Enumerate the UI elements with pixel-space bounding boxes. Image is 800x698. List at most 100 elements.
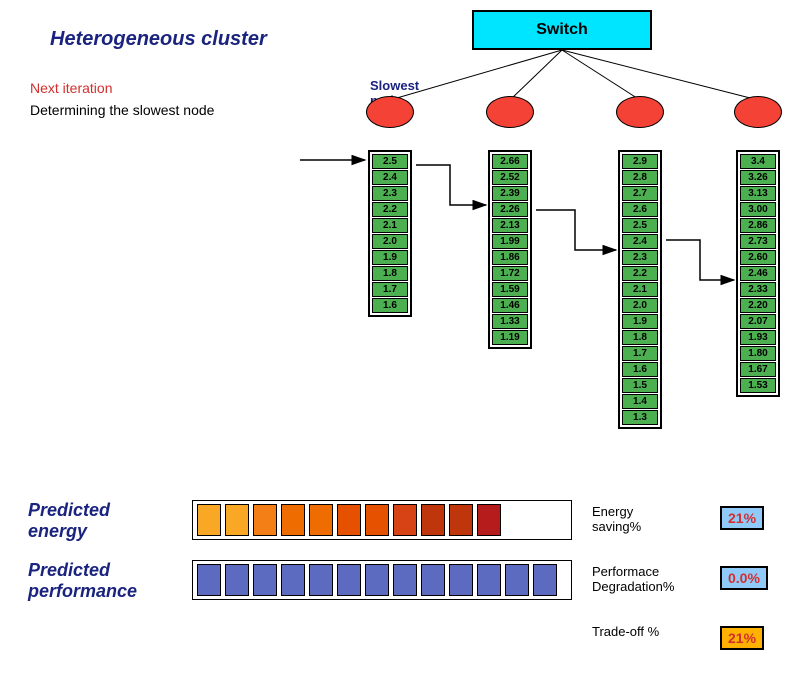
freq-cell: 2.7 — [622, 186, 658, 201]
freq-cell: 2.1 — [622, 282, 658, 297]
page-title: Heterogeneous cluster — [50, 28, 267, 51]
freq-cell: 2.07 — [740, 314, 776, 329]
freq-cell: 2.0 — [622, 298, 658, 313]
perf-segment — [253, 564, 277, 596]
freq-stack-0: 2.52.42.32.22.12.01.91.81.71.6 — [368, 150, 412, 317]
switch-label: Switch — [536, 21, 588, 39]
freq-cell: 1.72 — [492, 266, 528, 281]
freq-cell: 1.6 — [372, 298, 408, 313]
freq-cell: 3.26 — [740, 170, 776, 185]
freq-cell: 1.59 — [492, 282, 528, 297]
metric-label-2: Trade-off % — [592, 624, 659, 639]
freq-stack-3: 3.43.263.133.002.862.732.602.462.332.202… — [736, 150, 780, 397]
freq-cell: 2.5 — [372, 154, 408, 169]
metric-value-0: 21% — [720, 506, 764, 530]
metric-label-0: Energy saving% — [592, 504, 641, 534]
freq-cell: 2.5 — [622, 218, 658, 233]
perf-segment — [393, 564, 417, 596]
perf-segment — [505, 564, 529, 596]
freq-cell: 1.86 — [492, 250, 528, 265]
freq-cell: 1.3 — [622, 410, 658, 425]
perf-segment — [197, 564, 221, 596]
freq-cell: 1.93 — [740, 330, 776, 345]
perf-segment — [421, 564, 445, 596]
freq-stack-1: 2.662.522.392.262.131.991.861.721.591.46… — [488, 150, 532, 349]
freq-cell: 2.33 — [740, 282, 776, 297]
perf-segment — [309, 564, 333, 596]
freq-cell: 2.4 — [372, 170, 408, 185]
energy-segment — [309, 504, 333, 536]
freq-cell: 2.86 — [740, 218, 776, 233]
freq-cell: 1.33 — [492, 314, 528, 329]
freq-cell: 2.2 — [622, 266, 658, 281]
freq-cell: 2.3 — [622, 250, 658, 265]
freq-cell: 1.67 — [740, 362, 776, 377]
determining-label: Determining the slowest node — [30, 102, 214, 118]
node-circle-2 — [616, 96, 664, 128]
energy-segment — [253, 504, 277, 536]
perf-segment — [281, 564, 305, 596]
freq-cell: 1.99 — [492, 234, 528, 249]
freq-cell: 1.5 — [622, 378, 658, 393]
energy-segment — [393, 504, 417, 536]
freq-cell: 2.4 — [622, 234, 658, 249]
perf-segment — [533, 564, 557, 596]
freq-cell: 2.46 — [740, 266, 776, 281]
freq-cell: 1.7 — [622, 346, 658, 361]
freq-cell: 1.53 — [740, 378, 776, 393]
freq-cell: 2.52 — [492, 170, 528, 185]
metric-label-1: Performace Degradation% — [592, 564, 674, 594]
freq-cell: 1.9 — [622, 314, 658, 329]
freq-cell: 2.20 — [740, 298, 776, 313]
freq-cell: 1.8 — [622, 330, 658, 345]
freq-cell: 1.9 — [372, 250, 408, 265]
freq-cell: 2.9 — [622, 154, 658, 169]
perf-segment — [449, 564, 473, 596]
perf-segment — [337, 564, 361, 596]
freq-cell: 1.4 — [622, 394, 658, 409]
freq-cell: 3.4 — [740, 154, 776, 169]
energy-segment — [365, 504, 389, 536]
freq-cell: 2.26 — [492, 202, 528, 217]
freq-cell: 2.60 — [740, 250, 776, 265]
freq-stack-2: 2.92.82.72.62.52.42.32.22.12.01.91.81.71… — [618, 150, 662, 429]
predicted-energy-label: Predicted energy — [28, 500, 110, 542]
energy-segment — [225, 504, 249, 536]
freq-cell: 3.13 — [740, 186, 776, 201]
freq-cell: 2.39 — [492, 186, 528, 201]
freq-cell: 2.73 — [740, 234, 776, 249]
metric-value-2: 21% — [720, 626, 764, 650]
freq-cell: 1.7 — [372, 282, 408, 297]
perf-segment — [477, 564, 501, 596]
energy-segment — [449, 504, 473, 536]
freq-cell: 2.0 — [372, 234, 408, 249]
perf-segment — [365, 564, 389, 596]
energy-segment — [337, 504, 361, 536]
energy-segment — [421, 504, 445, 536]
energy-segment — [197, 504, 221, 536]
freq-cell: 3.00 — [740, 202, 776, 217]
freq-cell: 1.6 — [622, 362, 658, 377]
freq-cell: 2.6 — [622, 202, 658, 217]
freq-cell: 2.66 — [492, 154, 528, 169]
node-circle-1 — [486, 96, 534, 128]
perf-segment — [225, 564, 249, 596]
freq-cell: 2.2 — [372, 202, 408, 217]
freq-cell: 1.46 — [492, 298, 528, 313]
predicted-performance-bar — [192, 560, 572, 600]
energy-segment — [477, 504, 501, 536]
switch-box: Switch — [472, 10, 652, 50]
freq-cell: 1.80 — [740, 346, 776, 361]
freq-cell: 2.8 — [622, 170, 658, 185]
energy-segment — [281, 504, 305, 536]
freq-cell: 2.3 — [372, 186, 408, 201]
predicted-energy-bar — [192, 500, 572, 540]
freq-cell: 2.13 — [492, 218, 528, 233]
node-circle-3 — [734, 96, 782, 128]
metric-value-1: 0.0% — [720, 566, 768, 590]
node-circle-0 — [366, 96, 414, 128]
freq-cell: 2.1 — [372, 218, 408, 233]
next-iteration-label: Next iteration — [30, 80, 112, 96]
freq-cell: 1.8 — [372, 266, 408, 281]
freq-cell: 1.19 — [492, 330, 528, 345]
